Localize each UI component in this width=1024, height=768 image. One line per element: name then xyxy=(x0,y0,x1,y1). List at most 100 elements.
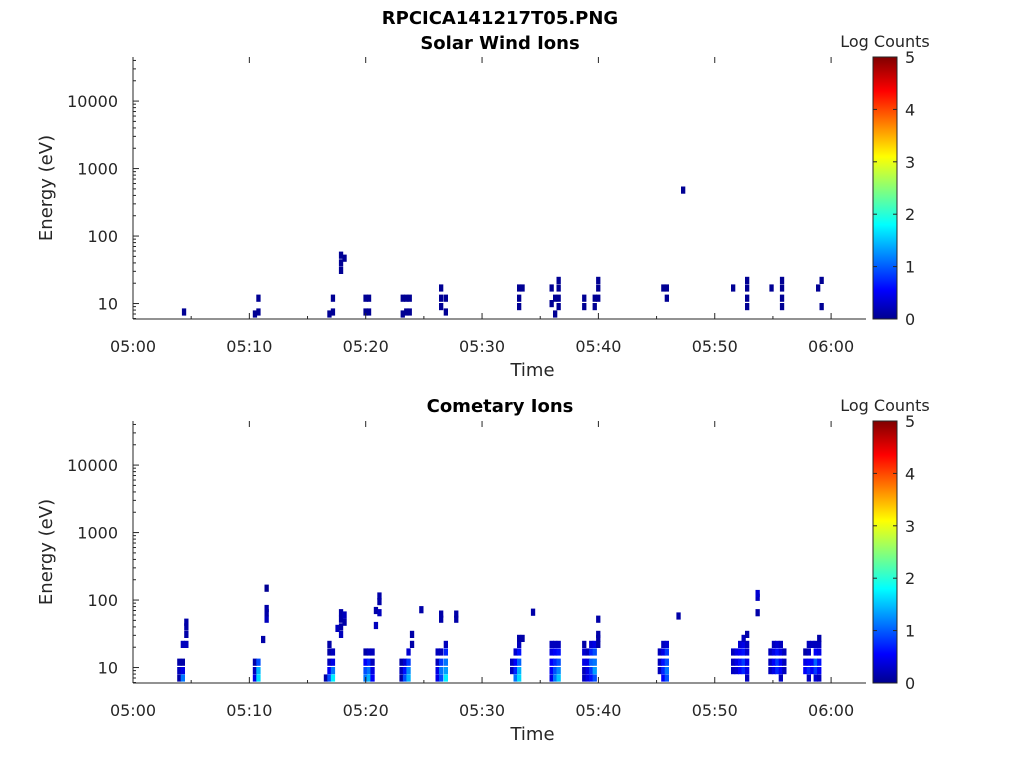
heatmap-cell xyxy=(806,667,811,675)
heatmap-cell xyxy=(745,640,750,648)
heatmap-cell xyxy=(582,658,587,666)
heatmap-cell xyxy=(439,284,444,292)
heatmap-cell xyxy=(402,674,408,682)
heatmap-cell xyxy=(404,308,409,316)
panel-cometary-ions: 05:00 05:10 05:20 05:30 05:40 05:50 06:0010100… xyxy=(36,396,930,745)
heatmap-cell xyxy=(745,667,750,675)
heatmap-cell xyxy=(734,658,739,666)
heatmap-cell xyxy=(745,674,750,682)
heatmap-cell xyxy=(768,648,773,656)
heatmap-cell xyxy=(184,623,189,631)
heatmap-cell xyxy=(589,658,594,666)
heatmap-cell xyxy=(366,667,372,675)
heatmap-cell xyxy=(553,674,558,682)
heatmap-cell xyxy=(443,667,448,675)
x-tick-label: 05:30 xyxy=(459,337,505,356)
heatmap-cell xyxy=(810,667,815,675)
heatmap-cell xyxy=(676,612,681,620)
heatmap-cell xyxy=(556,276,561,284)
heatmap-cell xyxy=(366,648,372,656)
y-tick-label: 10 xyxy=(98,295,118,314)
heatmap-cell xyxy=(363,658,368,666)
heatmap-cell xyxy=(327,310,332,318)
heatmap-cell xyxy=(745,648,750,656)
heatmap-cell xyxy=(731,284,736,292)
heatmap-cell xyxy=(738,658,743,666)
colorbar-gradient xyxy=(872,56,898,320)
x-axis-label: Time xyxy=(509,360,554,381)
heatmap-cell xyxy=(330,658,336,666)
colorbar-tick-label: 3 xyxy=(905,517,915,536)
heatmap-cell xyxy=(745,303,750,311)
heatmap-cell xyxy=(180,667,185,675)
y-tick-label: 1000 xyxy=(77,524,118,543)
heatmap-cell xyxy=(377,609,382,617)
heatmap-cell xyxy=(335,624,340,632)
heatmap-cell xyxy=(261,635,266,644)
colorbar-tick-label: 4 xyxy=(905,464,915,483)
heatmap-cell xyxy=(657,648,662,656)
heatmap-cell xyxy=(734,648,739,656)
heatmap-cell xyxy=(556,640,561,648)
heatmap-cell xyxy=(409,630,415,638)
heatmap-cell xyxy=(327,640,332,648)
heatmap-cell xyxy=(264,604,269,613)
heatmap-cell xyxy=(330,294,336,302)
heatmap-cell xyxy=(406,658,411,666)
heatmap-cell xyxy=(556,294,561,302)
x-tick-label: 05:30 xyxy=(459,701,505,720)
heatmap-cell xyxy=(510,658,515,666)
heatmap-cell xyxy=(817,640,822,648)
heatmap-cell xyxy=(443,308,448,316)
heatmap-cell xyxy=(745,276,750,284)
heatmap-cell xyxy=(549,667,554,675)
heatmap-cell xyxy=(731,667,736,675)
heatmap-cell xyxy=(399,667,404,675)
colorbar-tick-label: 5 xyxy=(905,412,915,431)
x-tick-label: 05:50 xyxy=(692,337,738,356)
heatmap-cell xyxy=(803,648,808,656)
heatmap-cell xyxy=(745,658,750,666)
heatmap-cell xyxy=(330,308,336,316)
heatmap-cell xyxy=(755,609,760,617)
x-tick-label: 05:10 xyxy=(226,337,272,356)
heatmap-cell xyxy=(819,276,824,284)
heatmap-cell xyxy=(443,648,448,656)
heatmap-cell xyxy=(556,648,561,656)
heatmap-cell xyxy=(782,658,787,666)
x-tick-label: 05:00 xyxy=(110,701,156,720)
heatmap-cells xyxy=(181,186,824,318)
heatmap-cell xyxy=(454,615,459,623)
heatmap-cell xyxy=(377,598,382,606)
heatmap-cell xyxy=(454,610,459,618)
heatmap-cells xyxy=(177,584,822,682)
heatmap-cell xyxy=(520,284,525,292)
heatmap-cell xyxy=(596,294,601,302)
heatmap-cell xyxy=(596,630,601,638)
heatmap-cell xyxy=(264,584,269,592)
heatmap-cell xyxy=(806,674,811,682)
heatmap-cell xyxy=(592,294,597,302)
heatmap-cell xyxy=(443,294,448,302)
heatmap-cell xyxy=(520,634,525,642)
heatmap-cell xyxy=(366,308,372,316)
heatmap-cell xyxy=(264,615,269,623)
colorbar-tick-label: 0 xyxy=(905,674,915,693)
heatmap-cell xyxy=(589,648,594,656)
heatmap-cell xyxy=(184,618,189,626)
heatmap-cell xyxy=(664,658,669,666)
heatmap-cell xyxy=(771,640,777,648)
heatmap-cell xyxy=(556,284,561,292)
heatmap-cell xyxy=(338,251,344,259)
heatmap-cell xyxy=(775,667,780,675)
heatmap-cell xyxy=(180,674,185,682)
heatmap-cell xyxy=(731,648,736,656)
heatmap-cell xyxy=(778,667,783,675)
y-tick-label: 100 xyxy=(87,591,118,610)
heatmap-cell xyxy=(778,674,783,682)
colorbar-label: Log Counts xyxy=(840,32,930,51)
x-tick-label: 05:50 xyxy=(692,701,738,720)
heatmap-cell xyxy=(813,667,818,675)
